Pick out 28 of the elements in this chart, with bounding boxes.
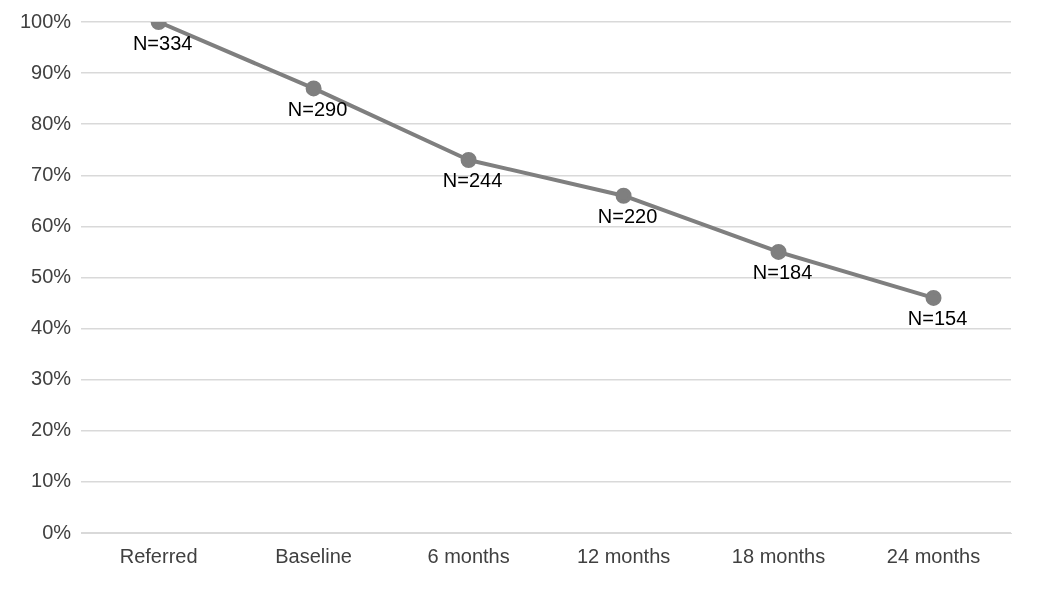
x-tick-label: 24 months <box>886 544 981 567</box>
y-tick-label: 80% <box>31 111 72 134</box>
y-tick-label: 90% <box>31 60 72 83</box>
point <box>925 289 942 306</box>
y-tick-label: 30% <box>31 367 72 390</box>
y-tick-label: 100% <box>20 9 72 32</box>
y-tick-label: 0% <box>42 520 72 543</box>
x-tick-label: Baseline <box>275 544 352 567</box>
annotation: N=220 <box>597 205 658 228</box>
y-tick-label: 20% <box>31 418 72 441</box>
annotation: N=184 <box>752 261 813 284</box>
point <box>615 187 632 204</box>
y-tick-label: 10% <box>31 469 72 492</box>
x-tick-label: 18 months <box>731 544 826 567</box>
x-tick-label: 12 months <box>576 544 671 567</box>
x-tick-label: 6 months <box>427 544 510 567</box>
x-tick-label: Referred <box>119 544 198 567</box>
y-tick-label: 70% <box>31 162 72 185</box>
annotation: N=290 <box>287 97 348 120</box>
annotation: N=244 <box>442 169 503 192</box>
y-tick-label: 60% <box>31 213 72 236</box>
y-tick-label: 50% <box>31 265 72 288</box>
annotation: N=334 <box>132 31 193 54</box>
point <box>460 151 477 168</box>
point <box>770 243 787 260</box>
point <box>305 80 322 97</box>
annotation: N=154 <box>907 307 968 330</box>
y-tick-label: 40% <box>31 316 72 339</box>
